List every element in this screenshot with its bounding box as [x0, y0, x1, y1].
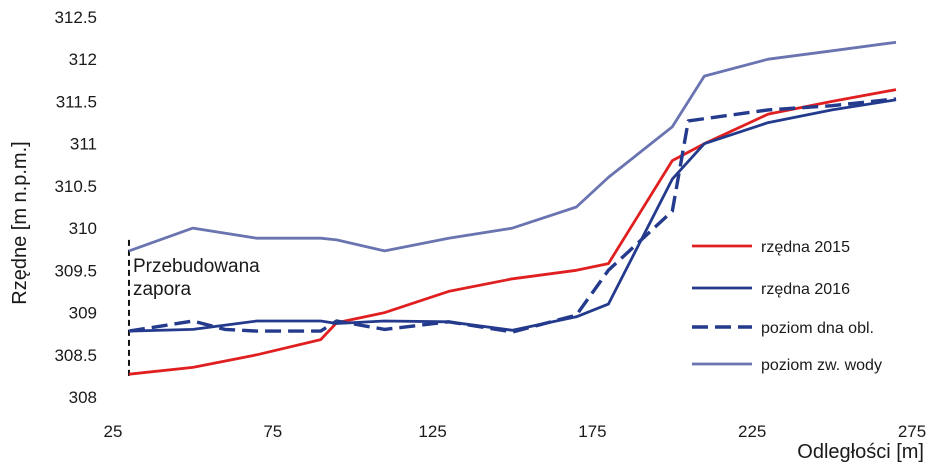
- legend-label: poziom dna obl.: [761, 320, 874, 337]
- y-tick-label: 308: [69, 388, 97, 407]
- series-line-poziom-dna-obl: [128, 97, 897, 334]
- x-tick-label: 75: [263, 422, 282, 441]
- legend-label: rzędna 2016: [761, 281, 850, 298]
- legend-label: poziom zw. wody: [761, 357, 882, 374]
- y-axis-title: Rzędne [m n.p.m.]: [9, 141, 31, 304]
- series-line-rz-dna-2016: [128, 98, 897, 333]
- x-axis-title: Odległości [m]: [797, 441, 924, 463]
- y-tick-label: 311: [70, 135, 97, 154]
- series-group: [128, 40, 897, 376]
- y-tick-label: 310: [69, 219, 97, 238]
- y-tick-label: 309.5: [54, 261, 97, 280]
- legend: rzędna 2015 rzędna 2016 poziom dna obl. poz…: [692, 239, 882, 374]
- y-tick-label: 309: [69, 304, 97, 323]
- annotation-label: Przebudowana: [133, 256, 260, 277]
- series-line-poziom-zw-wody: [128, 40, 897, 253]
- annotation-label: zapora: [133, 279, 192, 300]
- y-tick-label: 312: [69, 50, 97, 69]
- y-tick-label: 312.5: [54, 8, 97, 27]
- series-line-rz-dna-2015: [128, 88, 897, 376]
- y-tick-label: 311.5: [56, 92, 97, 111]
- y-tick-label: 308.5: [54, 346, 97, 365]
- axes: 308 308.5 309 309.5 310 310.5 311 311.5 312 312.5…: [54, 8, 926, 441]
- legend-label: rzędna 2015: [761, 239, 850, 256]
- y-tick-label: 310.5: [54, 177, 97, 196]
- x-tick-label: 25: [104, 422, 123, 441]
- x-tick-label: 225: [738, 422, 766, 441]
- x-tick-label: 125: [418, 422, 446, 441]
- x-tick-label: 275: [898, 422, 926, 441]
- x-tick-label: 175: [578, 422, 606, 441]
